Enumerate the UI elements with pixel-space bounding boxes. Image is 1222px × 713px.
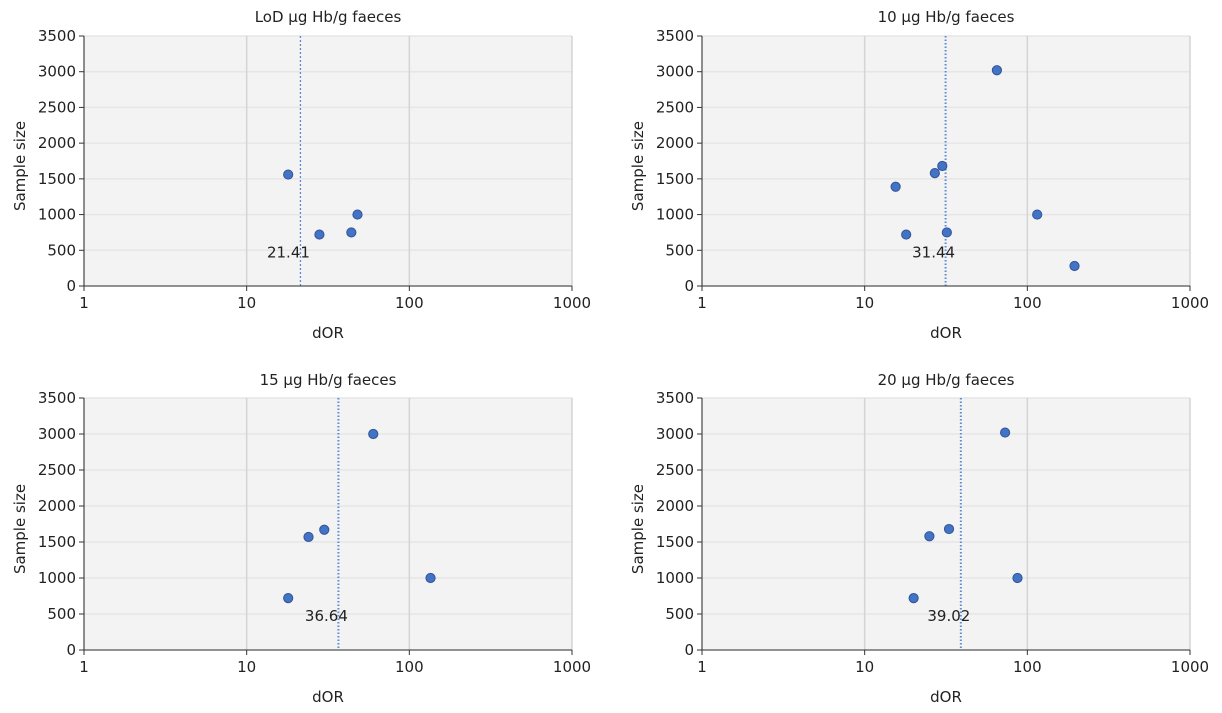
data-point (937, 160, 948, 172)
y-tick-label: 2000 (38, 497, 76, 515)
y-tick-label: 500 (665, 605, 694, 623)
x-tick-label: 10 (237, 294, 256, 312)
data-point (319, 524, 330, 535)
y-tick-label: 1500 (38, 533, 76, 551)
y-tick-label: 500 (665, 241, 694, 259)
y-tick-label: 0 (66, 641, 76, 659)
data-point (1032, 209, 1043, 220)
data-point (368, 428, 379, 440)
x-tick-label: 1000 (1171, 294, 1209, 312)
data-point (425, 572, 436, 584)
plot-area (84, 398, 572, 650)
data-point (314, 229, 325, 240)
y-tick-label: 0 (684, 277, 694, 295)
x-tick-label: 1 (697, 294, 707, 312)
y-tick-label: 1000 (38, 206, 76, 224)
data-point (943, 523, 955, 535)
y-tick-label: 2500 (38, 98, 76, 116)
y-tick-label: 3000 (38, 425, 76, 443)
data-point (283, 169, 294, 180)
x-tick-label: 1000 (1171, 658, 1209, 676)
y-tick-label: 2000 (656, 134, 694, 152)
x-tick-label: 100 (1013, 658, 1042, 676)
x-tick-label: 1 (79, 658, 89, 676)
reference-line-label: 21.41 (267, 243, 310, 261)
data-point (901, 229, 912, 240)
y-tick-label: 3500 (38, 389, 76, 407)
y-tick-label: 1500 (656, 533, 694, 551)
x-tick-label: 1000 (553, 294, 591, 312)
x-tick-label: 100 (395, 294, 424, 312)
y-tick-label: 1500 (656, 170, 694, 188)
x-tick-label: 10 (237, 658, 256, 676)
plot-area (84, 36, 572, 286)
data-point (1000, 427, 1011, 438)
x-tick-label: 10 (855, 658, 874, 676)
y-tick-label: 2000 (656, 497, 694, 515)
chart-title: 10 µg Hb/g faeces (878, 8, 1015, 26)
y-tick-label: 2500 (656, 461, 694, 479)
x-tick-label: 1 (697, 658, 707, 676)
y-tick-label: 1000 (38, 569, 76, 587)
y-tick-label: 3500 (38, 27, 76, 45)
x-tick-label: 100 (395, 658, 424, 676)
chart-panel-4: 0 500 1000 1500 2000 2500 3000 3500 1 10 100 1000 20… (629, 371, 1209, 706)
chart-panel-3: 0 500 1000 1500 2000 2500 3000 3500 1 10 100 1000 15… (11, 371, 591, 706)
y-tick-label: 0 (66, 277, 76, 295)
plot-area (702, 36, 1190, 286)
data-point (991, 65, 1003, 76)
x-tick-label: 1000 (553, 658, 591, 676)
x-tick-label: 1 (79, 294, 89, 312)
x-axis-label: dOR (930, 324, 962, 342)
y-axis-label: Sample size (11, 121, 29, 211)
y-tick-label: 500 (47, 241, 76, 259)
reference-line-label: 36.64 (305, 607, 348, 625)
x-tick-label: 10 (855, 294, 874, 312)
y-tick-label: 1000 (656, 206, 694, 224)
y-axis-label: Sample size (11, 484, 29, 574)
y-tick-label: 2500 (38, 461, 76, 479)
x-axis-label: dOR (312, 324, 344, 342)
y-axis-label: Sample size (629, 484, 647, 574)
y-axis-label: Sample size (629, 121, 647, 211)
data-point (890, 181, 901, 192)
data-point (941, 227, 952, 238)
y-tick-label: 0 (684, 641, 694, 659)
y-tick-label: 1500 (38, 170, 76, 188)
y-tick-label: 2500 (656, 98, 694, 116)
plot-area (702, 398, 1190, 650)
data-point (924, 531, 935, 542)
y-tick-label: 2000 (38, 134, 76, 152)
data-point (346, 227, 357, 238)
data-point (1069, 260, 1080, 272)
y-tick-label: 3500 (656, 389, 694, 407)
reference-line-label: 39.02 (927, 607, 970, 625)
reference-line-label: 31.44 (912, 243, 955, 261)
chart-title: LoD µg Hb/g faeces (255, 8, 402, 26)
y-tick-label: 1000 (656, 569, 694, 587)
x-tick-label: 100 (1013, 294, 1042, 312)
chart-panel-1: 0 500 1000 1500 2000 2500 3000 3500 1 10 100 1000 Lo… (11, 8, 591, 342)
data-point (352, 209, 363, 220)
chart-panel-2: 0 500 1000 1500 2000 2500 3000 3500 1 10 100 1000 10… (629, 8, 1209, 342)
y-tick-label: 3500 (656, 27, 694, 45)
data-point (283, 593, 294, 604)
y-tick-label: 3000 (38, 63, 76, 81)
x-axis-label: dOR (930, 688, 962, 706)
data-point (1012, 572, 1023, 584)
chart-title: 15 µg Hb/g faeces (260, 371, 397, 389)
x-axis-label: dOR (312, 688, 344, 706)
data-point (908, 593, 919, 604)
chart-title: 20 µg Hb/g faeces (878, 371, 1015, 389)
y-tick-label: 500 (47, 605, 76, 623)
data-point (929, 168, 940, 179)
data-point (303, 531, 314, 543)
y-tick-label: 3000 (656, 63, 694, 81)
y-tick-label: 3000 (656, 425, 694, 443)
